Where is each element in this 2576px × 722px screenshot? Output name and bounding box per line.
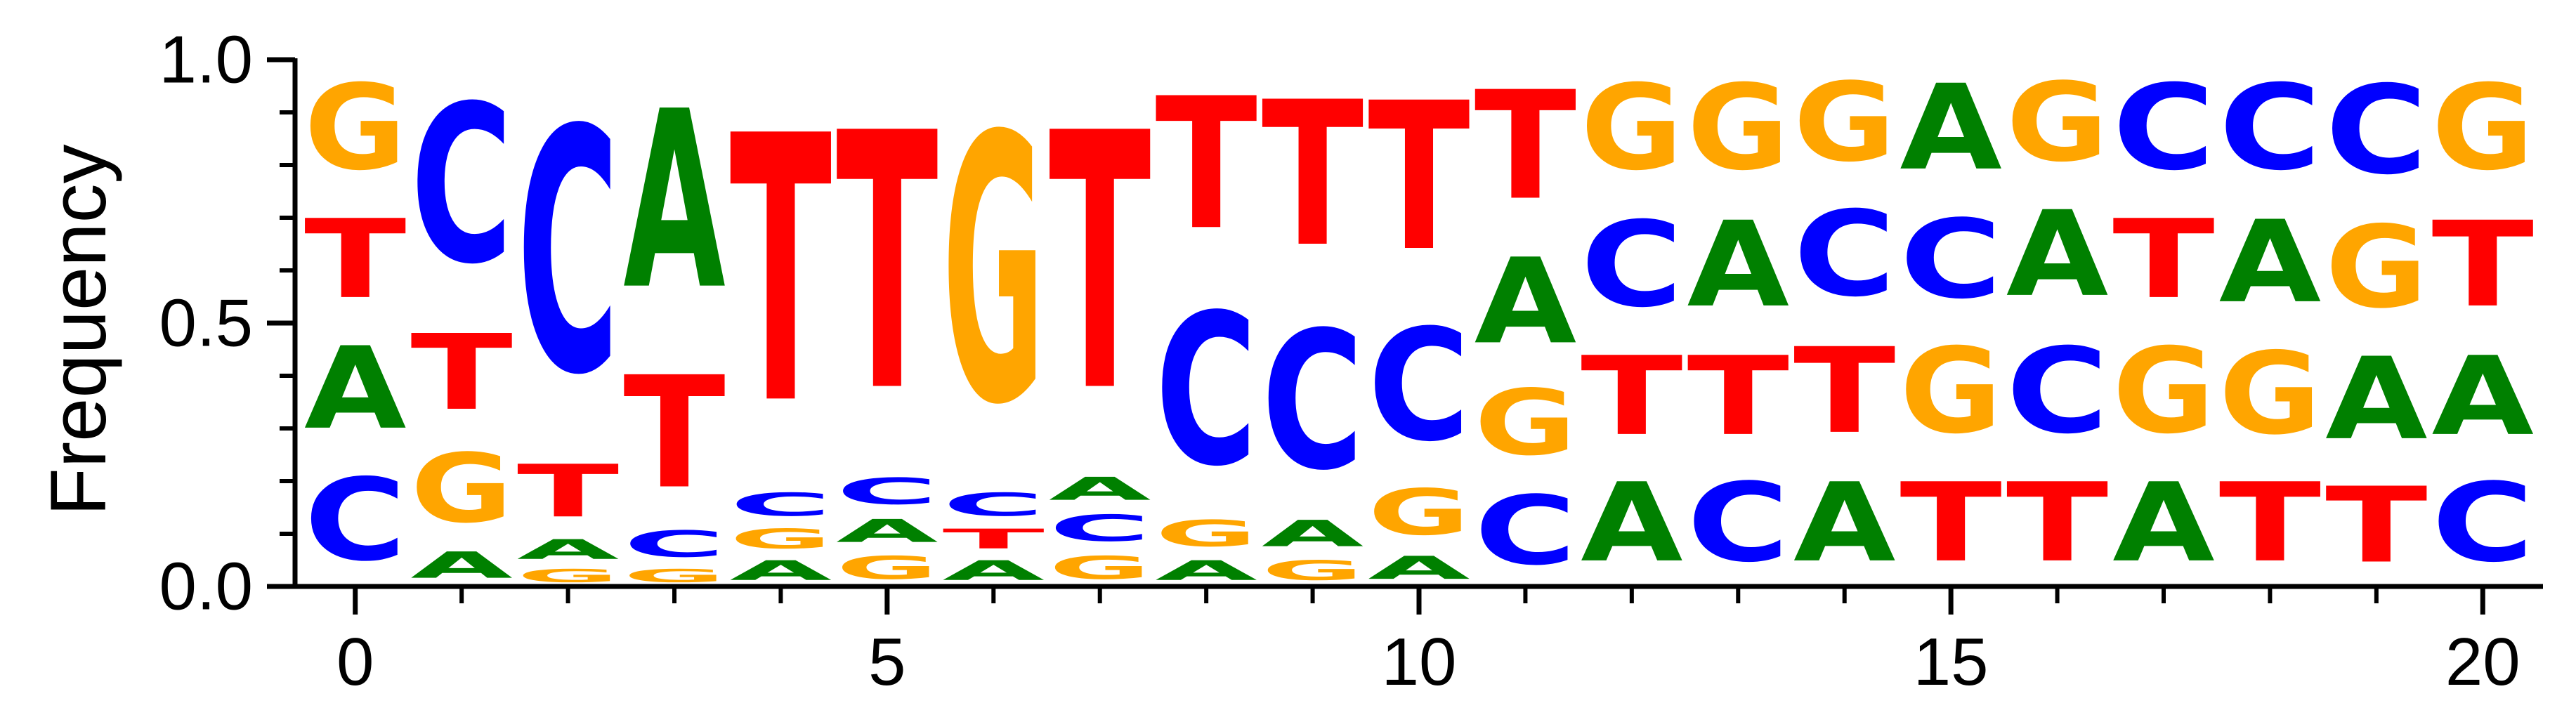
logo-letter-t-pos-0: T	[304, 196, 406, 322]
logo-letter-t-pos-7: T	[1049, 58, 1152, 469]
logo-letter-t-pos-11: T	[1475, 60, 1576, 234]
logo-letter-c-pos-3: C	[623, 523, 725, 565]
logo-letter-t-pos-20: T	[2432, 197, 2534, 334]
logo-letter-a-pos-2: A	[517, 534, 619, 565]
logo-letter-c-pos-16: C	[2006, 324, 2108, 460]
logo-letter-t-pos-19: T	[2325, 466, 2427, 586]
logo-letter-a-pos-16: A	[2006, 186, 2108, 323]
logo-letter-g-pos-20: G	[2432, 59, 2534, 196]
logo-letter-a-pos-7: A	[1049, 471, 1151, 507]
logo-letter-a-pos-8: A	[1155, 555, 1257, 586]
logo-letter-c-pos-2: C	[517, 59, 619, 449]
logo-letter-a-pos-0: A	[304, 324, 406, 455]
logo-letter-t-pos-9: T	[1262, 60, 1364, 291]
logo-letter-t-pos-2: T	[517, 449, 619, 533]
x-tick-label: 0	[336, 624, 374, 700]
logo-letter-g-pos-17: G	[2112, 322, 2214, 459]
logo-letter-g-pos-6: G	[943, 59, 1045, 485]
logo-letter-g-pos-1: G	[410, 434, 512, 544]
logo-letter-a-pos-20: A	[2432, 333, 2534, 460]
logo-letter-g-pos-10: G	[1368, 476, 1470, 550]
y-axis-title-group: Frequency	[34, 144, 122, 516]
logo-letter-g-pos-13: G	[1687, 59, 1789, 196]
y-tick-label: 0.5	[159, 286, 253, 361]
logo-letter-t-pos-17: T	[2112, 196, 2214, 322]
logo-letter-c-pos-6: C	[943, 486, 1045, 523]
logo-letter-c-pos-15: C	[1900, 196, 2001, 322]
logo-letter-g-pos-8: G	[1155, 513, 1257, 555]
logo-letter-g-pos-18: G	[2219, 328, 2321, 459]
logo-letter-g-pos-19: G	[2325, 202, 2427, 333]
logo-letter-t-pos-8: T	[1155, 60, 1257, 270]
y-tick-label: 0.0	[159, 549, 253, 624]
logo-letter-c-pos-14: C	[1793, 187, 1895, 323]
logo-letters: CATGAGTCGATCGCTAAGCTGACTATCGGCATAGCTGACT…	[304, 58, 2534, 586]
logo-letter-t-pos-13: T	[1687, 333, 1789, 459]
x-tick-label: 10	[1382, 624, 1457, 700]
logo-letter-c-pos-9: C	[1262, 291, 1364, 512]
logo-letter-t-pos-5: T	[836, 58, 939, 469]
x-tick-label: 5	[868, 624, 905, 700]
logo-letter-c-pos-0: C	[304, 454, 406, 586]
logo-letter-c-pos-5: C	[836, 471, 938, 513]
logo-letter-g-pos-9: G	[1262, 555, 1364, 586]
logo-letter-g-pos-0: G	[304, 59, 406, 196]
logo-letter-a-pos-1: A	[410, 544, 512, 586]
logo-letter-c-pos-19: C	[2325, 59, 2427, 201]
logo-letter-t-pos-10: T	[1368, 59, 1470, 296]
logo-letter-t-pos-3: T	[623, 344, 725, 523]
logo-letter-a-pos-3: A	[623, 59, 726, 343]
tick-labels: 0.0 0.5 1.0 0 5 10 15 20	[159, 22, 2521, 700]
logo-letter-c-pos-12: C	[1581, 197, 1682, 334]
logo-letter-g-pos-4: G	[730, 523, 832, 555]
logo-letter-t-pos-6: T	[943, 523, 1045, 555]
logo-letter-a-pos-5: A	[836, 513, 939, 549]
logo-letter-c-pos-13: C	[1687, 459, 1789, 586]
logo-letter-g-pos-16: G	[2006, 60, 2108, 186]
logo-letter-c-pos-20: C	[2432, 459, 2534, 586]
logo-letter-t-pos-12: T	[1581, 333, 1682, 459]
logo-letter-g-pos-15: G	[1900, 322, 2001, 459]
axes	[267, 57, 2543, 615]
x-tick-label: 15	[1914, 624, 1989, 700]
logo-letter-t-pos-18: T	[2219, 459, 2321, 586]
logo-letter-t-pos-15: T	[1900, 459, 2001, 586]
logo-letter-a-pos-10: A	[1368, 550, 1470, 586]
logo-letter-t-pos-4: T	[730, 58, 833, 485]
x-tick-label: 20	[2445, 624, 2521, 700]
y-axis-title: Frequency	[34, 144, 122, 516]
logo-letter-c-pos-8: C	[1155, 270, 1257, 512]
logo-letter-a-pos-15: A	[1900, 60, 2001, 197]
logo-letter-a-pos-11: A	[1475, 233, 1576, 370]
logo-letter-a-pos-17: A	[2112, 459, 2214, 586]
logo-letter-t-pos-16: T	[2006, 459, 2108, 586]
logo-letter-c-pos-18: C	[2219, 60, 2321, 197]
logo-letter-a-pos-6: A	[943, 555, 1045, 586]
logo-letter-a-pos-19: A	[2325, 334, 2427, 466]
logo-letter-c-pos-4: C	[730, 486, 832, 523]
logo-letter-a-pos-9: A	[1262, 513, 1364, 555]
y-tick-label: 1.0	[159, 22, 253, 98]
logo-letter-c-pos-10: C	[1368, 297, 1470, 476]
logo-letter-c-pos-7: C	[1049, 508, 1151, 550]
logo-letter-g-pos-12: G	[1581, 59, 1682, 196]
logo-letter-a-pos-13: A	[1687, 197, 1789, 334]
logo-letter-a-pos-14: A	[1793, 459, 1895, 586]
logo-letter-c-pos-17: C	[2112, 60, 2214, 197]
logo-letter-c-pos-11: C	[1475, 475, 1576, 586]
logo-letter-g-pos-3: G	[623, 565, 725, 586]
logo-letter-g-pos-11: G	[1475, 370, 1576, 476]
logo-letter-t-pos-14: T	[1793, 323, 1895, 460]
logo-letter-a-pos-18: A	[2219, 197, 2321, 329]
logo-letter-g-pos-2: G	[517, 565, 619, 586]
logo-letter-g-pos-7: G	[1049, 550, 1151, 586]
logo-letter-g-pos-5: G	[836, 550, 938, 586]
logo-letter-t-pos-1: T	[410, 313, 512, 434]
logo-letter-a-pos-4: A	[730, 555, 832, 586]
logo-letter-g-pos-14: G	[1793, 60, 1895, 186]
logo-letter-a-pos-12: A	[1581, 459, 1682, 586]
logo-letter-c-pos-1: C	[410, 60, 512, 313]
